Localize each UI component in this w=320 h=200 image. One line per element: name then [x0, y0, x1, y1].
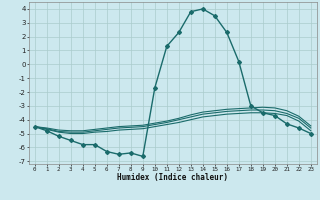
X-axis label: Humidex (Indice chaleur): Humidex (Indice chaleur)	[117, 173, 228, 182]
